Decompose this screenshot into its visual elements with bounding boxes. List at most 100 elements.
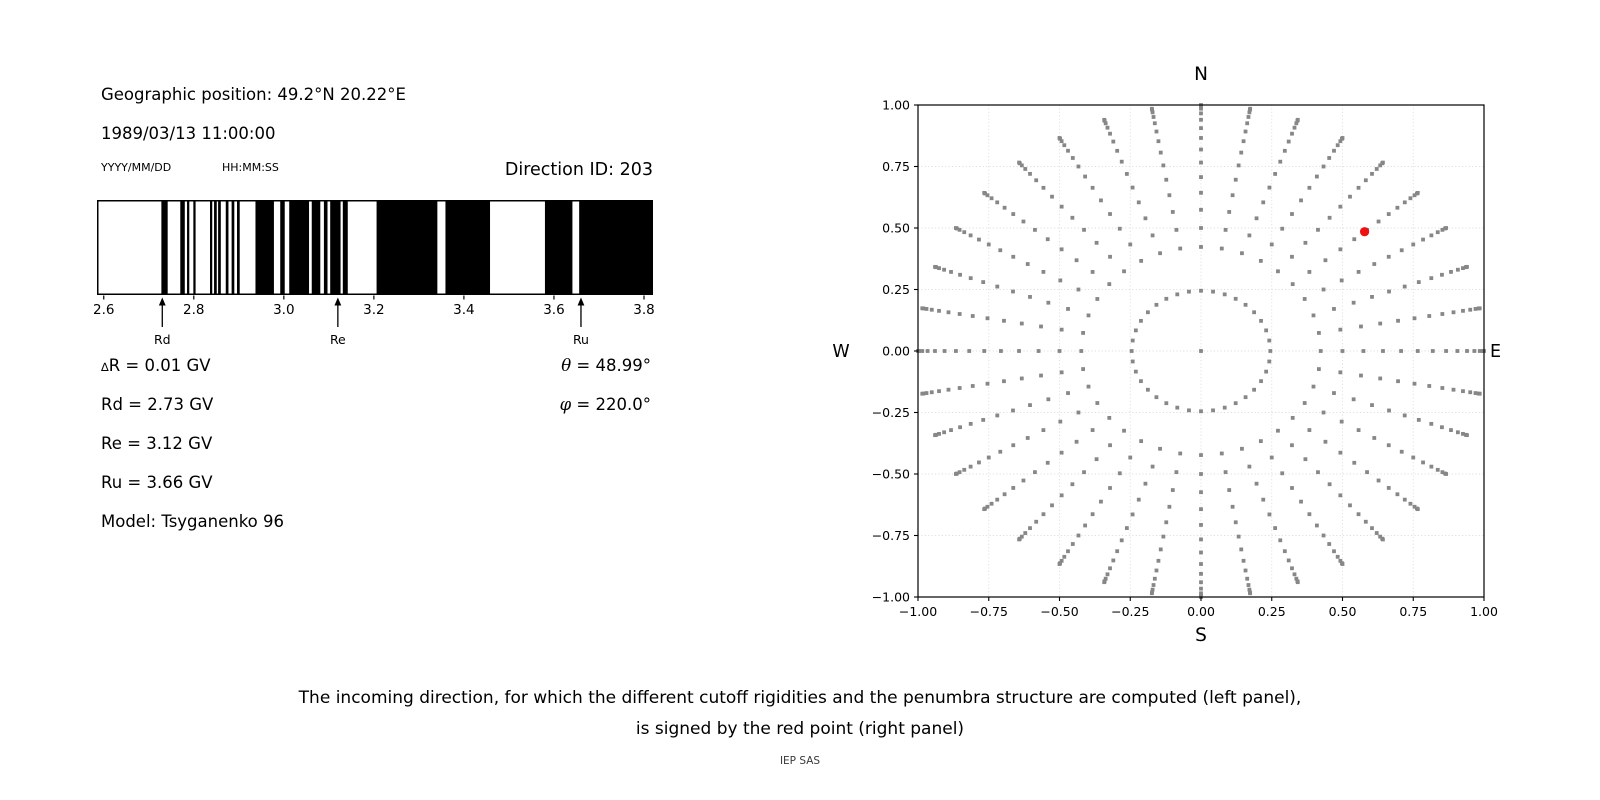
spoke-dot bbox=[1199, 472, 1203, 476]
spoke-dot bbox=[981, 280, 986, 284]
spoke-dot bbox=[1025, 262, 1030, 266]
spoke-dot bbox=[985, 193, 990, 198]
ring-dot bbox=[1259, 379, 1263, 384]
spoke-dot bbox=[1316, 331, 1321, 335]
ring-dot bbox=[1264, 328, 1269, 333]
spoke-dot bbox=[954, 472, 958, 476]
spoke-dot bbox=[1059, 204, 1064, 209]
center-dot bbox=[1199, 349, 1203, 353]
spoke-dot bbox=[1046, 300, 1051, 305]
spoke-dot bbox=[1023, 167, 1028, 171]
spoke-dot bbox=[1399, 349, 1403, 353]
compass-label-west: W bbox=[832, 342, 849, 362]
spoke-dot bbox=[1136, 200, 1141, 205]
penumbra-band bbox=[445, 201, 491, 294]
ring-dot bbox=[1133, 328, 1138, 333]
spoke-dot bbox=[1316, 470, 1320, 475]
ring-dot bbox=[1233, 296, 1238, 301]
spoke-dot bbox=[1045, 460, 1050, 465]
spoke-dot bbox=[1002, 492, 1007, 497]
spoke-dot bbox=[1374, 531, 1379, 535]
spoke-dot bbox=[1034, 178, 1039, 183]
spoke-dot bbox=[1094, 240, 1099, 245]
spoke-dot bbox=[1057, 349, 1062, 353]
penumbra-band bbox=[187, 201, 190, 294]
model-label: Model: Tsyganenko 96 bbox=[101, 512, 285, 531]
spoke-dot bbox=[1359, 324, 1363, 329]
spoke-dot bbox=[1158, 446, 1162, 451]
spoke-dot bbox=[1152, 121, 1157, 126]
spoke-dot bbox=[1473, 307, 1478, 311]
spoke-dot bbox=[1451, 310, 1456, 315]
spoke-dot bbox=[1021, 478, 1026, 483]
spoke-dot bbox=[1395, 205, 1400, 210]
spoke-dot bbox=[1161, 534, 1166, 539]
spoke-dot bbox=[1156, 558, 1161, 563]
spoke-dot bbox=[1440, 312, 1445, 316]
spoke-dot bbox=[957, 227, 962, 232]
spoke-dot bbox=[1461, 266, 1465, 271]
ring-dot bbox=[1267, 359, 1272, 364]
ring-dot bbox=[1133, 369, 1138, 374]
spoke-dot bbox=[1338, 204, 1343, 209]
spoke-dot bbox=[1294, 576, 1299, 581]
spoke-dot bbox=[933, 433, 937, 438]
spoke-dot bbox=[962, 467, 967, 472]
spoke-dot bbox=[1246, 583, 1251, 587]
spoke-dot bbox=[946, 387, 951, 392]
spoke-dot bbox=[1058, 419, 1063, 424]
spoke-dot bbox=[1139, 439, 1144, 444]
spoke-dot bbox=[958, 425, 962, 430]
ring-dot bbox=[1130, 338, 1135, 343]
cutoff-arrow-label: Rd bbox=[154, 332, 171, 347]
spoke-dot bbox=[1327, 542, 1332, 546]
spoke-dot bbox=[1151, 583, 1156, 587]
spoke-dot bbox=[1338, 327, 1343, 332]
ring-dot bbox=[1233, 401, 1238, 406]
spoke-dot bbox=[1311, 384, 1316, 389]
delta-symbol: ∆ bbox=[101, 360, 109, 374]
spoke-dot bbox=[937, 308, 941, 313]
datetime-label: 1989/03/13 11:00:00 bbox=[101, 124, 276, 143]
spoke-dot bbox=[1119, 159, 1124, 164]
caption-line-1: The incoming direction, for which the di… bbox=[298, 688, 1302, 708]
spoke-dot bbox=[1099, 198, 1103, 203]
spoke-dot bbox=[1247, 110, 1252, 115]
spoke-dot bbox=[1059, 370, 1064, 375]
spoke-dot bbox=[942, 430, 947, 435]
spoke-dot bbox=[999, 349, 1003, 353]
spoke-dot bbox=[1472, 349, 1477, 353]
spoke-dot bbox=[1066, 391, 1070, 395]
y-tick-label: 0.75 bbox=[882, 159, 910, 174]
spoke-dot bbox=[1399, 248, 1404, 253]
x-tick-label: 3.4 bbox=[453, 302, 474, 318]
spoke-dot bbox=[1028, 526, 1032, 531]
spoke-dot bbox=[1386, 486, 1391, 490]
spoke-dot bbox=[1011, 486, 1016, 490]
spoke-dot bbox=[1386, 443, 1391, 448]
spoke-dot bbox=[1122, 269, 1126, 274]
spoke-dot bbox=[954, 226, 958, 230]
spoke-dot bbox=[946, 310, 951, 315]
spoke-dot bbox=[1090, 512, 1095, 517]
spoke-dot bbox=[989, 501, 994, 506]
spoke-dot bbox=[937, 389, 941, 394]
spoke-dot bbox=[1199, 117, 1203, 122]
spoke-dot bbox=[1338, 558, 1343, 563]
spoke-dot bbox=[1011, 212, 1016, 216]
penumbra-band bbox=[330, 201, 341, 294]
spoke-dot bbox=[1227, 210, 1232, 214]
y-tick-label: 1.00 bbox=[882, 98, 910, 113]
ring-dot bbox=[1252, 310, 1257, 315]
x-tick-label: 0.75 bbox=[1399, 604, 1427, 619]
spoke-dot bbox=[1386, 254, 1391, 259]
spoke-dot bbox=[1416, 418, 1421, 422]
spoke-dot bbox=[1070, 482, 1075, 487]
spoke-dot bbox=[1062, 554, 1067, 559]
spoke-dot bbox=[1356, 185, 1361, 190]
spoke-dot bbox=[968, 421, 973, 426]
spoke-dot bbox=[1170, 488, 1175, 492]
ring-dot bbox=[1139, 379, 1143, 384]
spoke-dot bbox=[1199, 571, 1203, 576]
spoke-dot bbox=[1095, 297, 1100, 301]
